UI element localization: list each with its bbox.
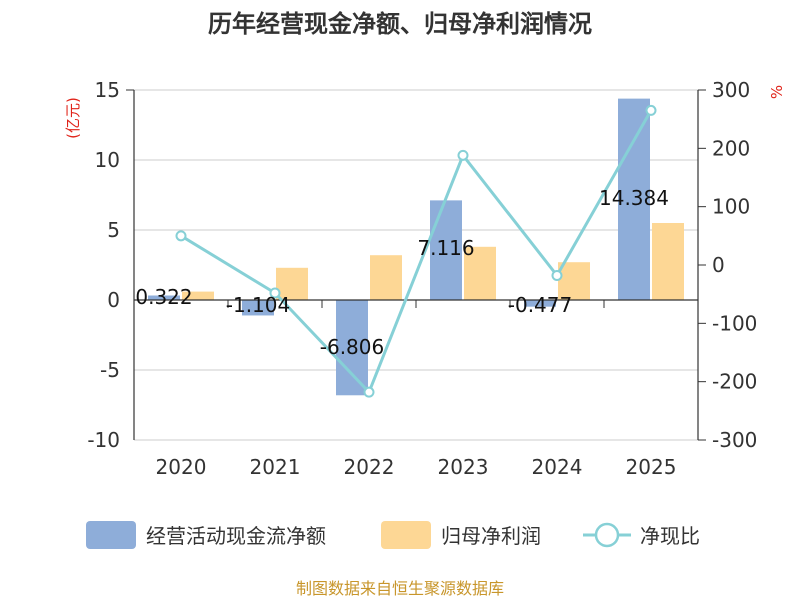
left-tick-label: -5 (100, 358, 120, 382)
bar-profit (464, 246, 496, 300)
bar-profit (370, 255, 402, 300)
left-tick-label: 10 (95, 148, 120, 172)
right-tick-label: 0 (712, 253, 725, 277)
bar-profit (182, 291, 214, 300)
data-label-cashflow: -0.477 (508, 293, 572, 317)
data-label-cashflow: 14.384 (599, 186, 669, 210)
tick-labels: 15 10 5 0 -5 -10 300 200 100 0 -100 -200 -300 2020 202… (87, 78, 757, 479)
left-tick-label: 5 (107, 218, 120, 242)
source-note: 制图数据来自恒生聚源数据库 (296, 579, 504, 598)
ratio-polyline (180, 109, 653, 395)
axes (126, 89, 706, 441)
right-axis-unit: % (768, 85, 786, 99)
data-label-cashflow: 7.116 (417, 236, 474, 260)
legend: 经营活动现金流净额 归母净利润 净现比 (86, 521, 700, 549)
right-tick-label: 200 (712, 136, 750, 160)
grid (134, 89, 698, 441)
bars (148, 98, 684, 396)
data-label-cashflow: 0.322 (135, 285, 192, 309)
ratio-point (457, 149, 469, 161)
legend-swatch-profit (381, 521, 431, 549)
left-tick-label: 15 (95, 78, 120, 102)
data-label-cashflow: -6.806 (320, 335, 384, 359)
right-tick-label: 100 (712, 195, 750, 219)
ratio-point (363, 386, 375, 398)
chart-title: 历年经营现金净额、归母净利润情况 (208, 10, 592, 38)
x-tick-label: 2020 (156, 455, 207, 479)
ratio-point (645, 104, 657, 116)
x-tick-label: 2025 (626, 455, 677, 479)
bar-profit (276, 267, 308, 300)
bar-cashflow (524, 300, 556, 307)
legend-swatch-cashflow (86, 521, 136, 549)
legend-label-cashflow: 经营活动现金流净额 (146, 524, 326, 548)
bar-cashflow (242, 300, 274, 316)
x-tick-label: 2024 (532, 455, 583, 479)
left-tick-label: 0 (107, 288, 120, 312)
data-label-cashflow: -1.104 (226, 293, 290, 317)
bar-profit (558, 262, 590, 300)
x-tick-label: 2022 (344, 455, 395, 479)
bar-profit (652, 223, 684, 300)
bar-cashflow (430, 200, 462, 300)
legend-swatch-ratio-marker (594, 522, 620, 548)
bar-cashflow (336, 300, 368, 396)
left-axis-unit: (亿元) (64, 97, 82, 139)
x-tick-label: 2021 (250, 455, 301, 479)
right-tick-label: -100 (712, 311, 757, 335)
data-labels: 0.322 -1.104 -6.806 7.116 -0.477 14.384 (135, 186, 669, 359)
ratio-point (175, 230, 187, 242)
right-tick-label: -300 (712, 428, 757, 452)
bar-cashflow (618, 98, 650, 301)
right-tick-label: -200 (712, 370, 757, 394)
ratio-point (551, 270, 563, 281)
legend-label-ratio: 净现比 (640, 524, 700, 548)
left-tick-label: -10 (87, 428, 120, 452)
ratio-line (175, 104, 657, 398)
x-tick-label: 2023 (438, 455, 489, 479)
legend-label-profit: 归母净利润 (441, 524, 541, 548)
bar-cashflow (148, 295, 180, 300)
right-tick-label: 300 (712, 78, 750, 102)
ratio-point (269, 287, 281, 299)
